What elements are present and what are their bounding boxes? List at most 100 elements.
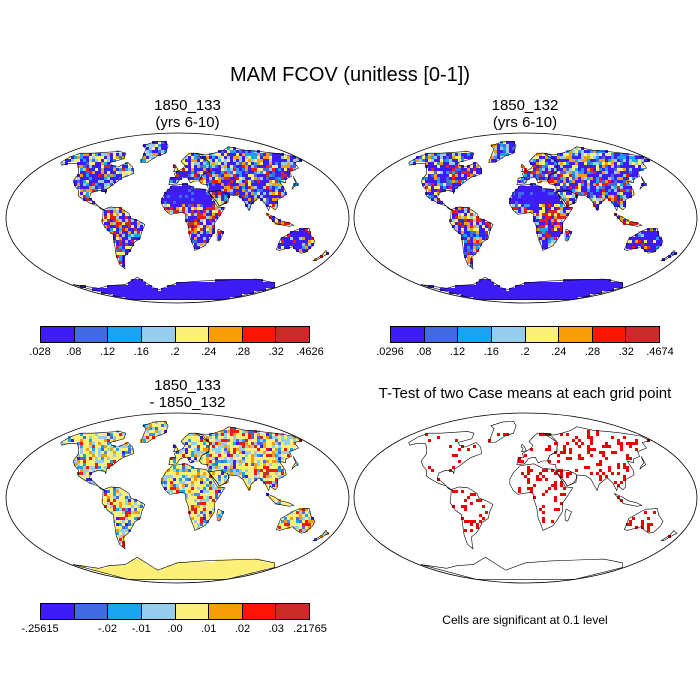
- grid-cell: [272, 177, 275, 180]
- grid-cell: [575, 442, 578, 445]
- grid-cell: [614, 183, 617, 186]
- grid-cell: [587, 279, 590, 282]
- grid-cell: [446, 174, 449, 177]
- grid-cell: [464, 237, 467, 240]
- grid-cell: [506, 433, 509, 436]
- grid-cell: [629, 192, 632, 195]
- grid-cell: [98, 168, 101, 171]
- grid-cell: [119, 207, 122, 210]
- grid-cell: [170, 490, 173, 493]
- grid-cell: [476, 171, 479, 174]
- grid-cell: [608, 162, 611, 165]
- grid-cell: [170, 577, 173, 580]
- grid-cell: [230, 192, 233, 195]
- grid-cell: [215, 571, 218, 574]
- grid-cell: [131, 514, 134, 517]
- grid-cell: [101, 568, 104, 571]
- grid-cell: [260, 285, 263, 288]
- grid-cell: [293, 526, 296, 529]
- grid-cell: [449, 445, 452, 448]
- grid-cell: [86, 189, 89, 192]
- grid-cell: [164, 204, 167, 207]
- grid-cell: [584, 177, 587, 180]
- grid-cell: [593, 153, 596, 156]
- grid-cell: [647, 228, 650, 231]
- grid-cell: [539, 162, 542, 165]
- grid-cell: [188, 487, 191, 490]
- grid-cell: [92, 454, 95, 457]
- grid-cell: [155, 144, 158, 147]
- grid-cell: [200, 243, 203, 246]
- grid-cell: [533, 183, 536, 186]
- grid-cell: [599, 180, 602, 183]
- grid-cell: [242, 150, 245, 153]
- grid-cell: [122, 219, 125, 222]
- grid-cell: [179, 478, 182, 481]
- grid-cell: [230, 451, 233, 454]
- grid-cell: [212, 291, 215, 294]
- grid-cell: [191, 237, 194, 240]
- grid-cell: [440, 156, 443, 159]
- grid-cell: [281, 186, 284, 189]
- grid-cell: [137, 511, 140, 514]
- grid-cell: [251, 159, 254, 162]
- grid-cell: [236, 568, 239, 571]
- grid-cell: [77, 177, 80, 180]
- grid-cell: [122, 544, 125, 547]
- grid-cell: [293, 517, 296, 520]
- grid-cell: [107, 457, 110, 460]
- grid-cell: [191, 433, 194, 436]
- grid-cell: [122, 294, 125, 297]
- grid-cell: [284, 445, 287, 448]
- grid-cell: [266, 445, 269, 448]
- grid-cell: [269, 562, 272, 565]
- grid-cell: [554, 225, 557, 228]
- grid-cell: [620, 189, 623, 192]
- grid-cell: [509, 201, 512, 204]
- grid-cell: [224, 571, 227, 574]
- grid-cell: [287, 442, 290, 445]
- grid-cell: [500, 156, 503, 159]
- grid-cell: [227, 294, 230, 297]
- grid-cell: [218, 487, 221, 490]
- grid-cell: [260, 478, 263, 481]
- grid-cell: [617, 472, 620, 475]
- grid-cell: [149, 436, 152, 439]
- grid-cell: [197, 282, 200, 285]
- grid-cell: [158, 577, 161, 580]
- grid-cell: [476, 222, 479, 225]
- grid-cell: [203, 168, 206, 171]
- grid-cell: [536, 156, 539, 159]
- grid-cell: [548, 285, 551, 288]
- coastline-uk: [520, 163, 527, 173]
- grid-cell: [479, 219, 482, 222]
- grid-cell: [482, 237, 485, 240]
- grid-cell: [527, 481, 530, 484]
- grid-cell: [530, 297, 533, 300]
- grid-cell: [266, 466, 269, 469]
- grid-cell: [239, 433, 242, 436]
- grid-cell: [596, 279, 599, 282]
- grid-cell: [614, 171, 617, 174]
- grid-cell: [92, 448, 95, 451]
- grid-cell: [200, 180, 203, 183]
- grid-cell: [542, 282, 545, 285]
- grid-cell: [629, 195, 632, 198]
- grid-cell: [455, 174, 458, 177]
- grid-cell: [116, 294, 119, 297]
- grid-cell: [206, 180, 209, 183]
- grid-cell: [125, 291, 128, 294]
- grid-cell: [260, 186, 263, 189]
- grid-cell: [206, 240, 209, 243]
- grid-cell: [485, 237, 488, 240]
- grid-cell: [197, 177, 200, 180]
- grid-cell: [248, 186, 251, 189]
- grid-cell: [80, 454, 83, 457]
- grid-cell: [206, 517, 209, 520]
- grid-cell: [524, 294, 527, 297]
- grid-cell: [269, 565, 272, 568]
- grid-cell: [137, 517, 140, 520]
- grid-cell: [461, 153, 464, 156]
- grid-cell: [278, 171, 281, 174]
- grid-cell: [548, 219, 551, 222]
